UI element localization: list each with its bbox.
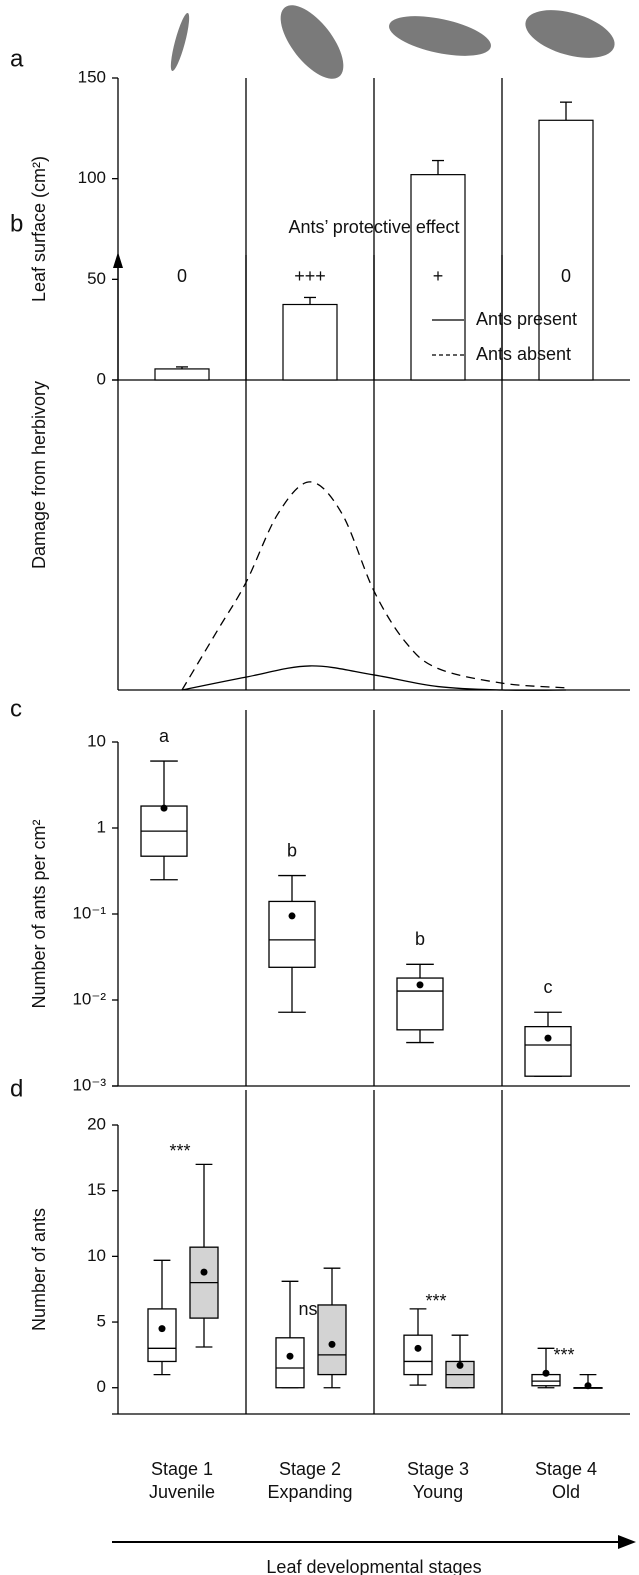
y-tick-label: 1 <box>97 817 106 836</box>
significance: *** <box>553 1345 574 1365</box>
bar <box>282 303 338 381</box>
leaf-images <box>170 5 615 79</box>
leaf-image <box>280 5 344 79</box>
column-label: + <box>433 266 444 286</box>
y-tick-label: 10⁻¹ <box>72 903 106 922</box>
y-tick-label: 10 <box>87 1246 106 1265</box>
y-axis-label: Number of ants per cm² <box>29 819 49 1008</box>
mean-dot <box>158 1325 166 1333</box>
x-tick-label: Young <box>413 1482 463 1502</box>
y-axis-label: Damage from herbivory <box>29 381 49 569</box>
x-tick-label: Juvenile <box>149 1482 215 1502</box>
significance: ns <box>298 1299 317 1319</box>
group-letter: c <box>544 977 553 997</box>
arrow-head <box>618 1535 636 1549</box>
significance: *** <box>169 1141 190 1161</box>
mean-dot <box>328 1340 336 1348</box>
panel-label: d <box>10 1075 23 1102</box>
mean-dot <box>456 1361 464 1369</box>
y-tick-label: 100 <box>78 168 106 187</box>
x-tick-label: Stage 4 <box>535 1459 597 1479</box>
mean-dot <box>544 1034 552 1042</box>
y-tick-label: 10⁻³ <box>72 1075 106 1094</box>
y-tick-label: 15 <box>87 1180 106 1199</box>
x-tick-label: Stage 2 <box>279 1459 341 1479</box>
bar <box>154 368 210 381</box>
group-letter: b <box>415 929 425 949</box>
leaf-image <box>389 16 491 56</box>
y-tick-label: 150 <box>78 67 106 86</box>
bar <box>410 174 466 381</box>
box <box>147 1308 177 1363</box>
column-label: 0 <box>177 266 187 286</box>
leaf-image <box>525 10 615 58</box>
y-tick-label: 10⁻² <box>72 989 106 1008</box>
box <box>524 1025 572 1077</box>
legend-label: Ants absent <box>476 344 571 364</box>
x-axis-label: Leaf developmental stages <box>266 1557 481 1575</box>
group-letter: b <box>287 840 297 860</box>
mean-dot <box>584 1382 592 1390</box>
box <box>268 900 316 968</box>
x-tick-label: Old <box>552 1482 580 1502</box>
x-tick-label: Stage 3 <box>407 1459 469 1479</box>
box <box>403 1334 433 1376</box>
bar <box>538 119 594 381</box>
y-tick-label: 50 <box>87 269 106 288</box>
legend-label: Ants present <box>476 309 577 329</box>
line-series <box>181 665 567 691</box>
box <box>275 1337 305 1389</box>
y-tick-label: 10 <box>87 731 106 750</box>
panel-title: Ants’ protective effect <box>288 217 459 237</box>
line-series <box>181 481 567 691</box>
mean-dot <box>160 804 168 812</box>
x-tick-label: Stage 1 <box>151 1459 213 1479</box>
mean-dot <box>200 1268 208 1276</box>
mean-dot <box>414 1344 422 1352</box>
box <box>317 1304 347 1376</box>
y-tick-label: 20 <box>87 1114 106 1133</box>
significance: *** <box>425 1291 446 1311</box>
y-tick-label: 5 <box>97 1312 106 1331</box>
mean-dot <box>286 1352 294 1360</box>
column-label: 0 <box>561 266 571 286</box>
group-letter: a <box>159 726 170 746</box>
y-tick-label: 0 <box>97 1377 106 1396</box>
leaf-image <box>170 12 190 72</box>
panel-label: b <box>10 210 23 237</box>
column-label: +++ <box>294 266 326 286</box>
y-axis-label: Number of ants <box>29 1208 49 1331</box>
mean-dot <box>416 981 424 989</box>
y-axis-label: Leaf surface (cm²) <box>29 156 49 302</box>
y-tick-label: 0 <box>97 369 106 388</box>
panel-label: c <box>10 695 22 722</box>
x-tick-label: Expanding <box>267 1482 352 1502</box>
panel-label: a <box>10 45 24 72</box>
mean-dot <box>288 912 296 920</box>
mean-dot <box>542 1369 550 1377</box>
